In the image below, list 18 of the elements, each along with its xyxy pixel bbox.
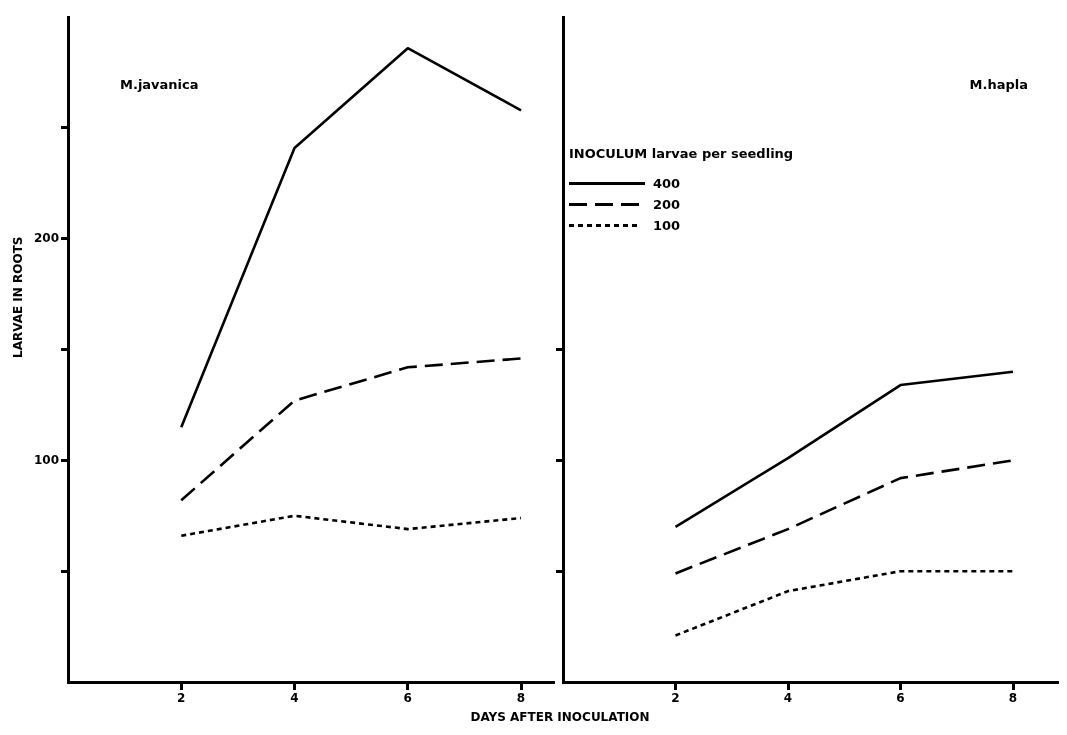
legend-label: 400	[653, 176, 681, 191]
y-axis-title: LARVAE IN ROOTS	[11, 236, 25, 358]
line-series	[179, 357, 523, 502]
x-tick-label: 2	[671, 691, 680, 706]
line-series	[179, 514, 523, 538]
x-tick-label: 6	[896, 691, 905, 706]
x-tick-label: 8	[1008, 691, 1018, 706]
text: M.javanica	[120, 77, 199, 93]
x-tick-label: 6	[403, 691, 412, 706]
legend-label: 200	[653, 197, 681, 212]
x-tick-label: 2	[177, 691, 186, 706]
legend-title: INOCULUM larvae per seedling	[569, 146, 794, 161]
x-axis-title: DAYS AFTER INOCULATION	[469, 710, 651, 724]
x-tick-label: 4	[783, 691, 793, 706]
text: M.hapla	[969, 77, 1028, 93]
legend-label: 100	[653, 218, 681, 233]
x-tick-label: 8	[516, 691, 526, 706]
x-tick-label: 4	[290, 691, 299, 706]
